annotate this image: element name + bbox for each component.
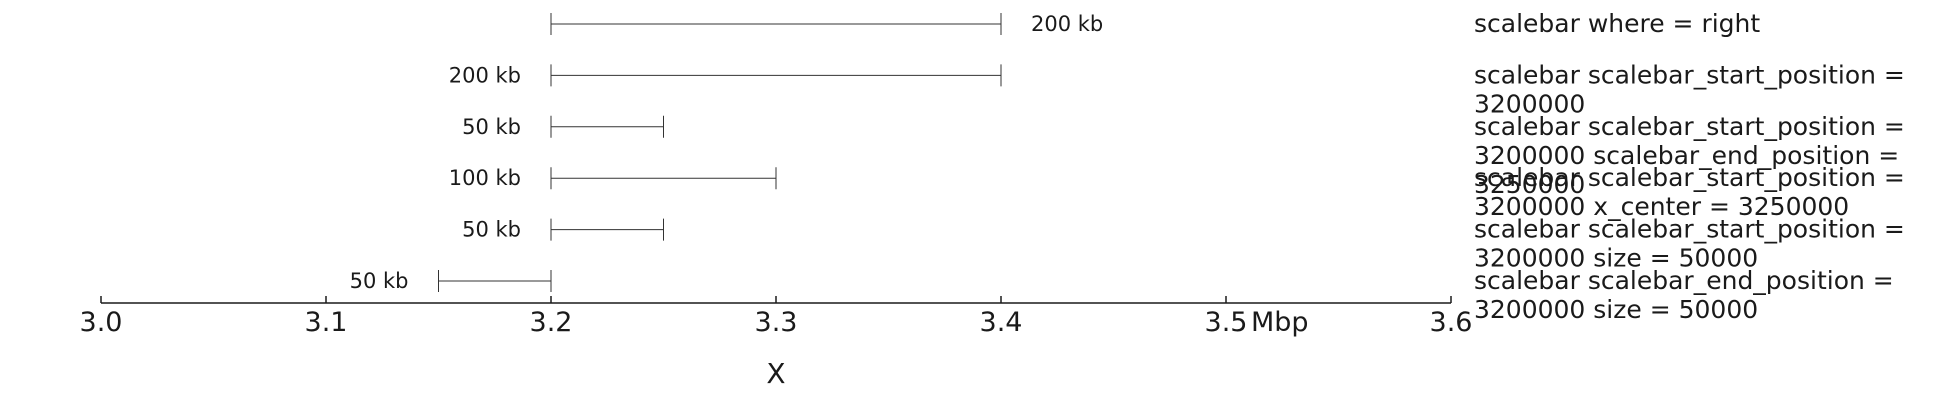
- track-title-line: scalebar scalebar_start_position =: [1474, 112, 1905, 141]
- scalebar-size-label: 50 kb: [462, 115, 521, 139]
- x-axis-unit-label: Mbp: [1251, 307, 1309, 338]
- track-title-line: 3200000 size = 50000: [1474, 244, 1758, 273]
- x-tick-label: 3.3: [755, 307, 798, 338]
- track-title-line: 3250000: [1474, 170, 1585, 199]
- track-title: scalebar where = right: [1474, 9, 1760, 38]
- track-title-line: scalebar scalebar_start_position =: [1474, 215, 1905, 244]
- x-axis-title: X: [766, 357, 785, 390]
- tracks-layer: 200 kb 200 kb 50 kb 100 kb 50 kb 50 kb: [350, 12, 1104, 293]
- track-title-line: scalebar scalebar_end_position =: [1474, 266, 1894, 295]
- scalebar-size-label: 200 kb: [449, 63, 521, 87]
- track-title-line: 3200000 scalebar_end_position =: [1474, 141, 1899, 170]
- scalebar-size-label: 50 kb: [462, 218, 521, 242]
- x-tick-label: 3.5: [1205, 307, 1248, 338]
- scalebar-track: 100 kb: [449, 166, 777, 190]
- x-tick-label: 3.6: [1430, 307, 1473, 338]
- scalebar-track: 200 kb: [550, 12, 1103, 36]
- track-title-line: 3200000 x_center = 3250000: [1474, 192, 1849, 221]
- x-axis: 3.0 3.1 3.2 3.3 3.4 3.5 3.6 Mbp X: [80, 296, 1473, 390]
- scalebar-size-label: 200 kb: [1031, 12, 1103, 36]
- scalebar-track: 50 kb: [350, 269, 552, 293]
- track-title-line: scalebar scalebar_start_position =: [1474, 60, 1905, 89]
- scalebar-track: 50 kb: [462, 218, 664, 242]
- scalebar-track: 50 kb: [462, 115, 664, 139]
- x-tick-label: 3.2: [530, 307, 573, 338]
- track-title-line: 3200000: [1474, 89, 1585, 118]
- track-title-line: 3200000 size = 50000: [1474, 295, 1758, 324]
- scalebar-size-label: 50 kb: [350, 269, 409, 293]
- track-title: scalebar scalebar_start_position = 320000…: [1474, 163, 1905, 221]
- x-tick-label: 3.0: [80, 307, 123, 338]
- x-tick-label: 3.1: [305, 307, 348, 338]
- track-title-line: scalebar scalebar_start_position =: [1474, 163, 1905, 192]
- track-title: scalebar scalebar_end_position = 3200000 …: [1474, 266, 1894, 324]
- x-axis-ticks: 3.0 3.1 3.2 3.3 3.4 3.5 3.6: [80, 296, 1473, 338]
- track-titles-layer: scalebar where = right scalebar scalebar_…: [1474, 9, 1905, 324]
- track-title: scalebar scalebar_start_position = 320000…: [1474, 60, 1905, 118]
- scalebar-size-label: 100 kb: [449, 166, 521, 190]
- x-tick-label: 3.4: [980, 307, 1023, 338]
- track-title-line: scalebar where = right: [1474, 9, 1760, 38]
- track-title: scalebar scalebar_start_position = 320000…: [1474, 112, 1905, 199]
- track-title: scalebar scalebar_start_position = 320000…: [1474, 215, 1905, 273]
- scalebar-track: 200 kb: [449, 63, 1002, 87]
